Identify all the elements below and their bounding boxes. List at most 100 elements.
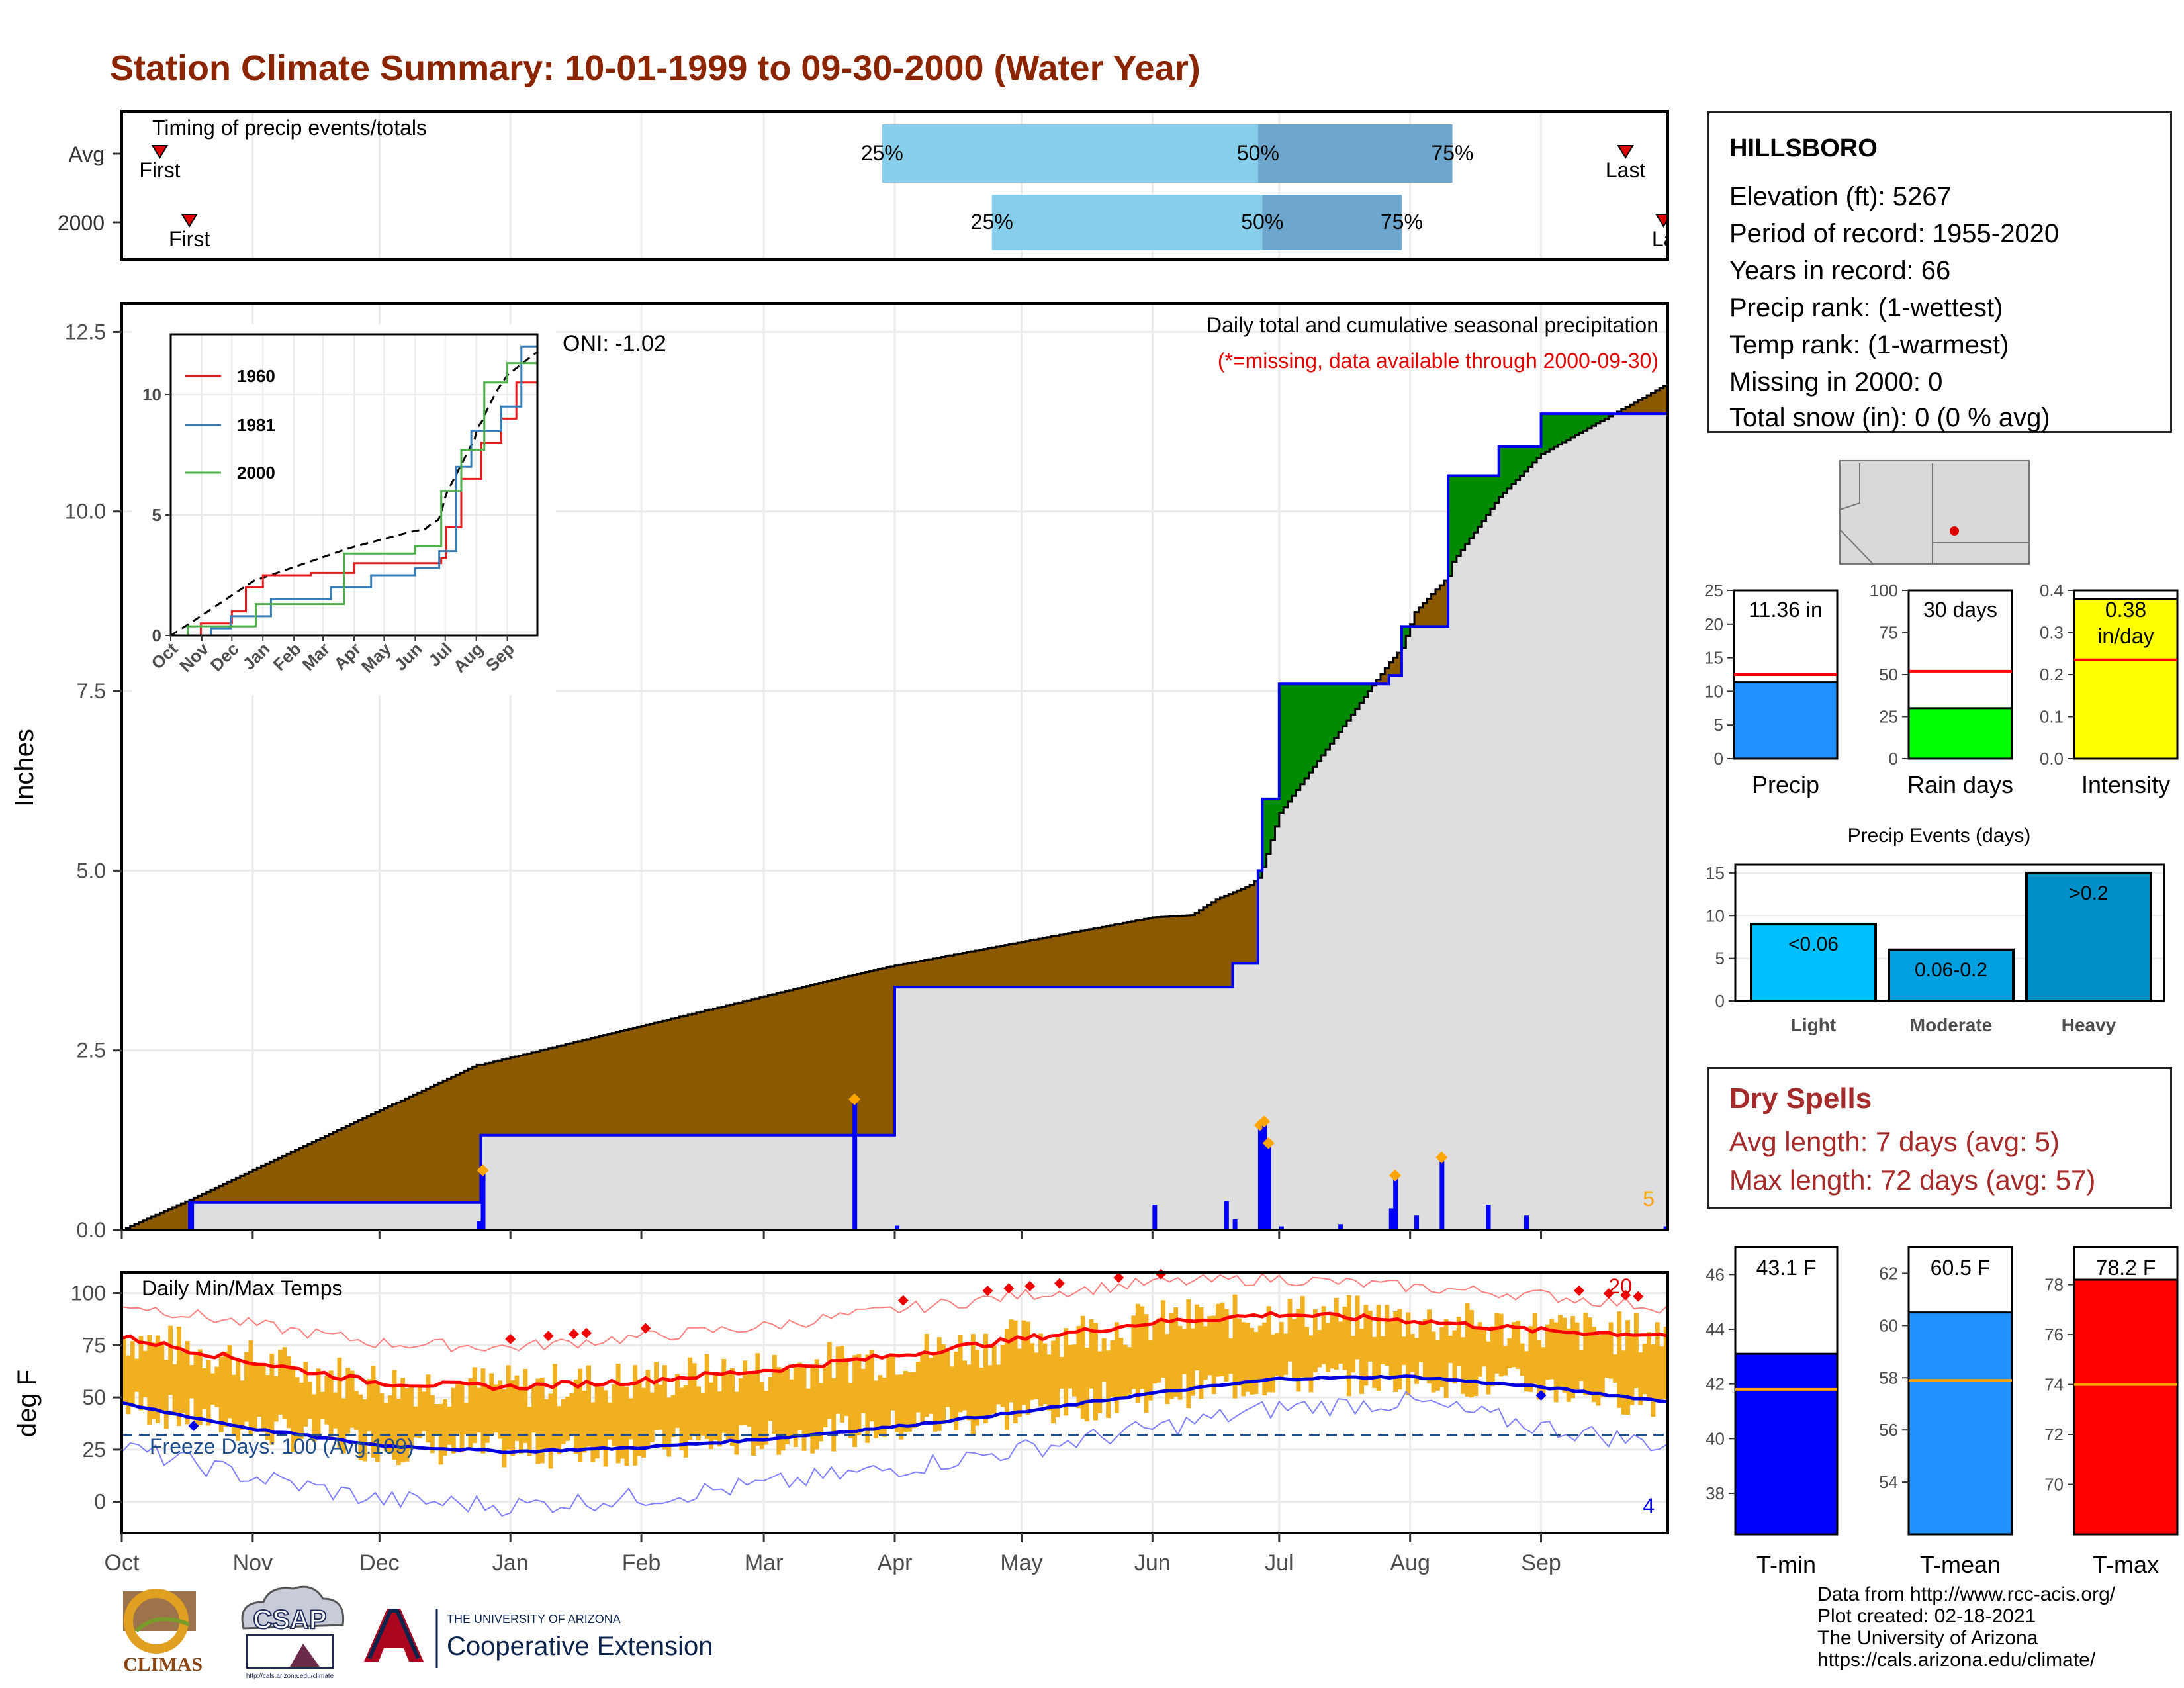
daily-temp-bar [945, 1350, 950, 1407]
daily-temp-bar [1144, 1314, 1149, 1413]
below-average-area [1140, 919, 1145, 988]
above-average-area [1583, 414, 1588, 431]
cumulative-base-area [907, 987, 913, 1230]
below-average-area [299, 1148, 304, 1203]
cumulative-base-area [477, 1202, 482, 1230]
below-average-area [1621, 409, 1626, 414]
record-high-marker [897, 1295, 909, 1306]
temp-bar [1907, 1311, 2013, 1536]
daily-temp-bar [468, 1378, 473, 1450]
cumulative-base-area [1503, 492, 1508, 1230]
cumulative-base-area [463, 1202, 469, 1230]
total-bar-label: Intensity [2081, 771, 2170, 798]
footer-line: Plot created: 02-18-2021 [1817, 1605, 2036, 1627]
daily-temp-bar [388, 1395, 392, 1454]
record-high-marker [581, 1327, 592, 1338]
cumulative-base-area [557, 1135, 562, 1230]
below-average-area [785, 991, 790, 1135]
below-average-area [404, 1098, 410, 1203]
below-average-area [730, 1004, 735, 1135]
daily-temp-bar [1009, 1319, 1014, 1403]
below-average-area [903, 964, 908, 988]
daily-temp-bar [409, 1385, 414, 1450]
cumulative-base-area [1207, 987, 1212, 1230]
daily-temp-bar [514, 1375, 520, 1441]
below-average-area [548, 1048, 553, 1135]
daily-temp-bar [269, 1353, 275, 1445]
below-average-area [831, 980, 837, 1135]
cumulative-base-area [1046, 987, 1052, 1230]
cumulative-base-area [1177, 987, 1183, 1230]
cumulative-base-area [865, 1135, 870, 1230]
daily-temp-bar [1541, 1347, 1546, 1395]
daily-temp-bar [666, 1397, 672, 1457]
below-average-area [823, 982, 828, 1135]
below-average-area [1443, 581, 1449, 627]
below-average-area [975, 950, 980, 988]
daily-temp-bar [819, 1383, 823, 1442]
cumulative-base-area [443, 1202, 448, 1230]
cumulative-base-area [628, 1135, 633, 1230]
below-average-area [1642, 397, 1647, 414]
daily-temp-bar [286, 1356, 291, 1429]
above-average-area [1401, 626, 1406, 648]
cumulative-base-area [1486, 514, 1491, 1230]
cumulative-base-area [1520, 475, 1525, 1230]
below-average-area [670, 1019, 676, 1135]
below-average-area [1245, 886, 1250, 964]
cumulative-base-area [801, 1135, 807, 1230]
total-value-label: 11.36 in [1749, 598, 1823, 622]
footer-line: Data from http://www.rcc-acis.org/ [1817, 1583, 2116, 1605]
cumulative-base-area [1541, 453, 1546, 1230]
below-average-area [273, 1160, 279, 1203]
cumulative-base-area [1085, 987, 1090, 1230]
temp-bar-label: T-mean [1920, 1551, 2001, 1578]
cumulative-base-area [933, 987, 938, 1230]
cumulative-base-area [523, 1135, 528, 1230]
daily-temp-bar [1498, 1313, 1504, 1377]
daily-temp-bar [1558, 1315, 1563, 1389]
cumulative-base-area [1647, 414, 1652, 1230]
daily-temp-bar [1385, 1305, 1390, 1366]
cumulative-base-area [1118, 987, 1124, 1230]
daily-temp-bar [721, 1358, 727, 1433]
above-average-area [1469, 475, 1475, 539]
timing-row-label: 2000 [58, 211, 105, 235]
below-average-area [426, 1088, 431, 1203]
cumulative-base-area [983, 987, 989, 1230]
daily-temp-bar [1114, 1322, 1119, 1413]
daily-temp-bar [890, 1354, 895, 1411]
daily-temp-bar [417, 1386, 422, 1438]
below-average-area [349, 1124, 355, 1203]
record-low-marker [188, 1420, 199, 1431]
daily-temp-bar [147, 1335, 152, 1425]
station-precip-rank: Precip rank: (1-wettest) [1729, 293, 2003, 322]
daily-precip-bar [1266, 1143, 1271, 1230]
cumulative-base-area [590, 1135, 596, 1230]
cumulative-base-area [670, 1135, 676, 1230]
above-average-area [1334, 684, 1339, 738]
above-average-area [1490, 475, 1495, 509]
daily-temp-bar [1583, 1312, 1588, 1396]
daily-precip-bar [1414, 1215, 1420, 1230]
cumulative-base-area [1385, 684, 1390, 1230]
daily-precip-bar [477, 1221, 482, 1230]
cumulative-base-area [1089, 987, 1094, 1230]
daily-temp-bar [1300, 1296, 1305, 1378]
daily-temp-bar [895, 1374, 899, 1432]
below-average-area [654, 1023, 659, 1135]
cumulative-base-area [312, 1202, 317, 1230]
cumulative-base-area [1452, 561, 1457, 1230]
below-average-area [768, 995, 773, 1135]
daily-temp-bar [1633, 1313, 1639, 1389]
station-snow: Total snow (in): 0 (0 % avg) [1729, 403, 2050, 432]
below-average-area [193, 1197, 199, 1203]
daily-temp-bar [1291, 1319, 1297, 1379]
daily-temp-bar [307, 1382, 312, 1419]
cumulative-base-area [1604, 418, 1610, 1230]
daily-temp-bar [1085, 1348, 1090, 1422]
daily-temp-bar [383, 1403, 388, 1452]
daily-temp-bar [759, 1382, 764, 1450]
footer-line: The University of Arizona [1817, 1627, 2038, 1649]
ua-extension-logo: THE UNIVERSITY OF ARIZONA Cooperative Ex… [357, 1602, 754, 1675]
